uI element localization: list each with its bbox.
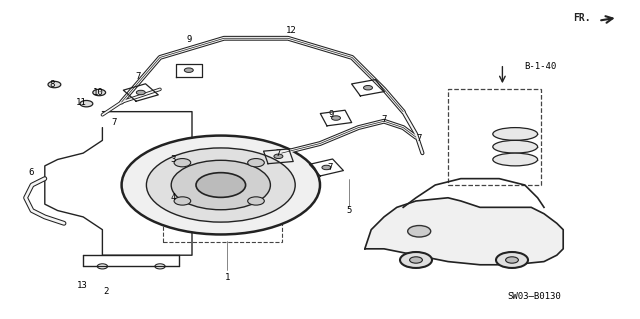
Ellipse shape	[493, 153, 538, 166]
Circle shape	[174, 159, 191, 167]
Circle shape	[274, 154, 283, 159]
Circle shape	[80, 100, 93, 107]
Circle shape	[122, 136, 320, 234]
Text: 11: 11	[76, 98, 86, 107]
Polygon shape	[365, 198, 563, 265]
Text: 10: 10	[93, 88, 103, 97]
Text: 9: 9	[186, 35, 191, 44]
Circle shape	[496, 252, 528, 268]
Circle shape	[410, 257, 422, 263]
Text: 7: 7	[417, 134, 422, 143]
Circle shape	[184, 68, 193, 72]
Circle shape	[322, 165, 331, 170]
Text: 6: 6	[28, 168, 33, 177]
Text: 7: 7	[135, 72, 140, 81]
Text: 4: 4	[170, 193, 175, 202]
Text: 7: 7	[381, 115, 387, 124]
Circle shape	[172, 160, 270, 210]
Text: 7: 7	[276, 149, 281, 158]
Text: SW03–B0130: SW03–B0130	[508, 292, 561, 301]
Text: 8: 8	[50, 80, 55, 89]
Circle shape	[174, 197, 191, 205]
Circle shape	[93, 89, 106, 96]
Text: FR.: FR.	[573, 12, 591, 23]
Bar	[448, 89, 541, 185]
Text: 13: 13	[77, 281, 87, 290]
Circle shape	[248, 159, 264, 167]
Circle shape	[147, 148, 295, 222]
Circle shape	[48, 81, 61, 88]
Text: 7: 7	[111, 118, 116, 127]
Text: 9: 9	[328, 110, 333, 119]
Circle shape	[136, 90, 145, 95]
Circle shape	[196, 173, 246, 197]
Circle shape	[408, 226, 431, 237]
Text: 12: 12	[286, 26, 296, 35]
Circle shape	[364, 85, 372, 90]
Text: 3: 3	[170, 155, 175, 164]
Text: 5: 5	[346, 206, 351, 215]
Text: 2: 2	[103, 287, 108, 296]
Circle shape	[248, 197, 264, 205]
Text: 7: 7	[327, 163, 332, 172]
Text: B-1-40: B-1-40	[525, 63, 557, 71]
Ellipse shape	[493, 128, 538, 140]
Circle shape	[400, 252, 432, 268]
Ellipse shape	[493, 140, 538, 153]
Circle shape	[332, 116, 340, 120]
Bar	[163, 147, 282, 242]
Text: 1: 1	[225, 273, 230, 282]
Circle shape	[506, 257, 518, 263]
